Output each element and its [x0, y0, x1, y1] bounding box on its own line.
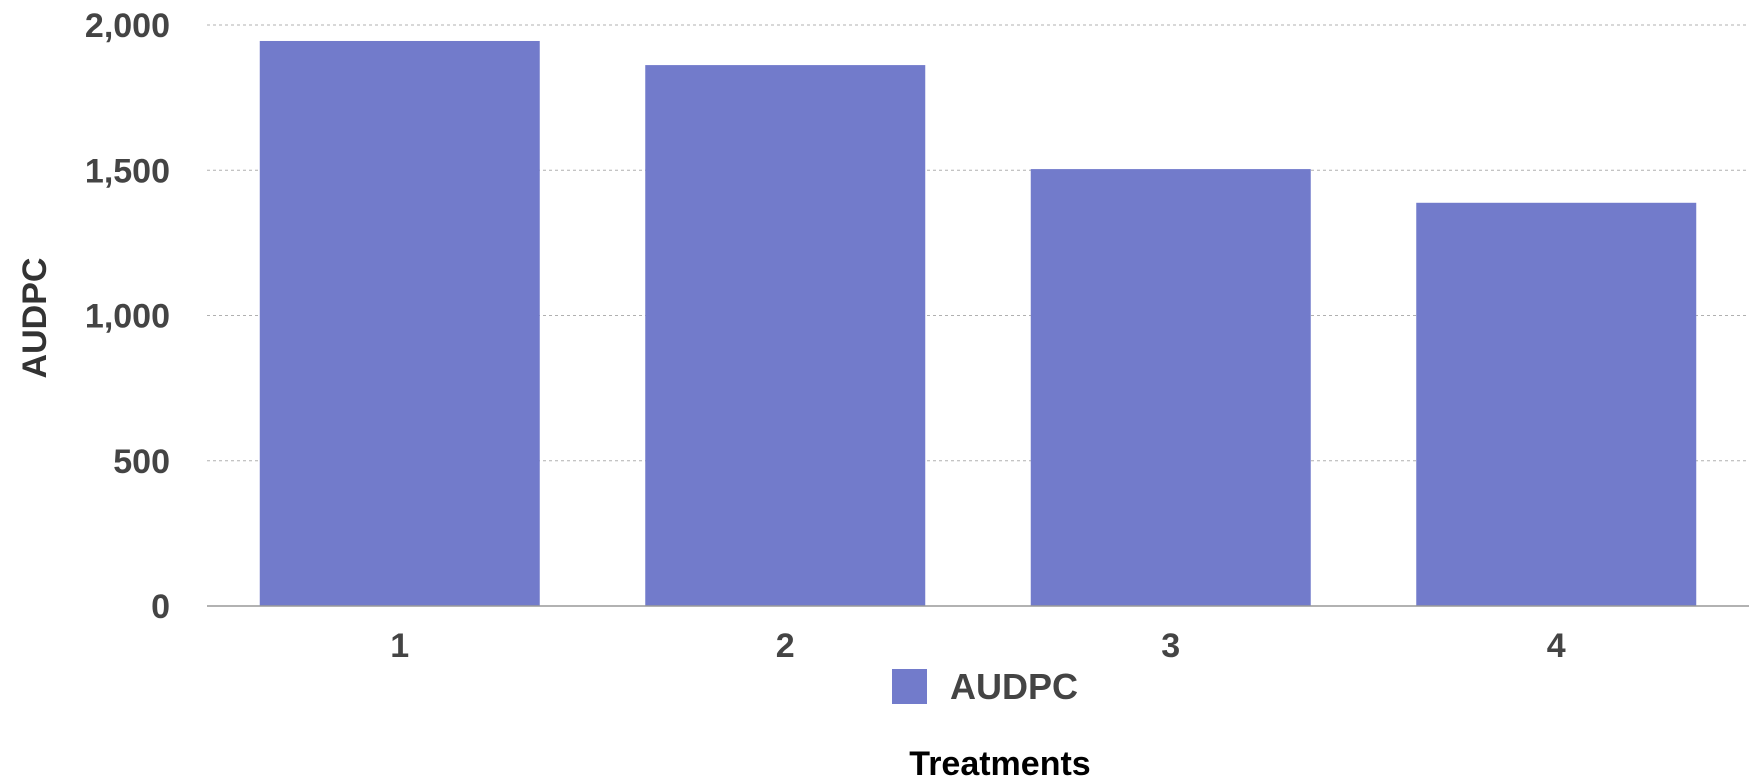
- legend-label: AUDPC: [950, 666, 1078, 707]
- y-tick-label: 500: [113, 443, 170, 481]
- y-axis-title: AUDPC: [16, 258, 54, 379]
- legend-swatch: [892, 669, 927, 704]
- x-tick-label: 2: [776, 627, 795, 665]
- y-tick-labels: 0 500 1,000 1,500 2,000: [85, 7, 170, 626]
- y-tick-label: 2,000: [85, 7, 170, 45]
- x-tick-label: 1: [390, 627, 409, 665]
- legend: AUDPC: [892, 666, 1078, 707]
- bar-1: [259, 40, 540, 607]
- bar-2: [645, 65, 926, 607]
- y-tick-label: 1,500: [85, 152, 170, 190]
- x-tick-label: 4: [1547, 627, 1566, 665]
- bars: [259, 40, 1697, 607]
- bar-3: [1030, 169, 1311, 606]
- x-tick-label: 3: [1161, 627, 1180, 665]
- x-axis-title: Treatments: [909, 745, 1090, 779]
- y-tick-label: 0: [151, 588, 170, 626]
- bar-4: [1416, 202, 1697, 606]
- y-tick-label: 1,000: [85, 298, 170, 336]
- x-tick-labels: 1 2 3 4: [390, 627, 1566, 665]
